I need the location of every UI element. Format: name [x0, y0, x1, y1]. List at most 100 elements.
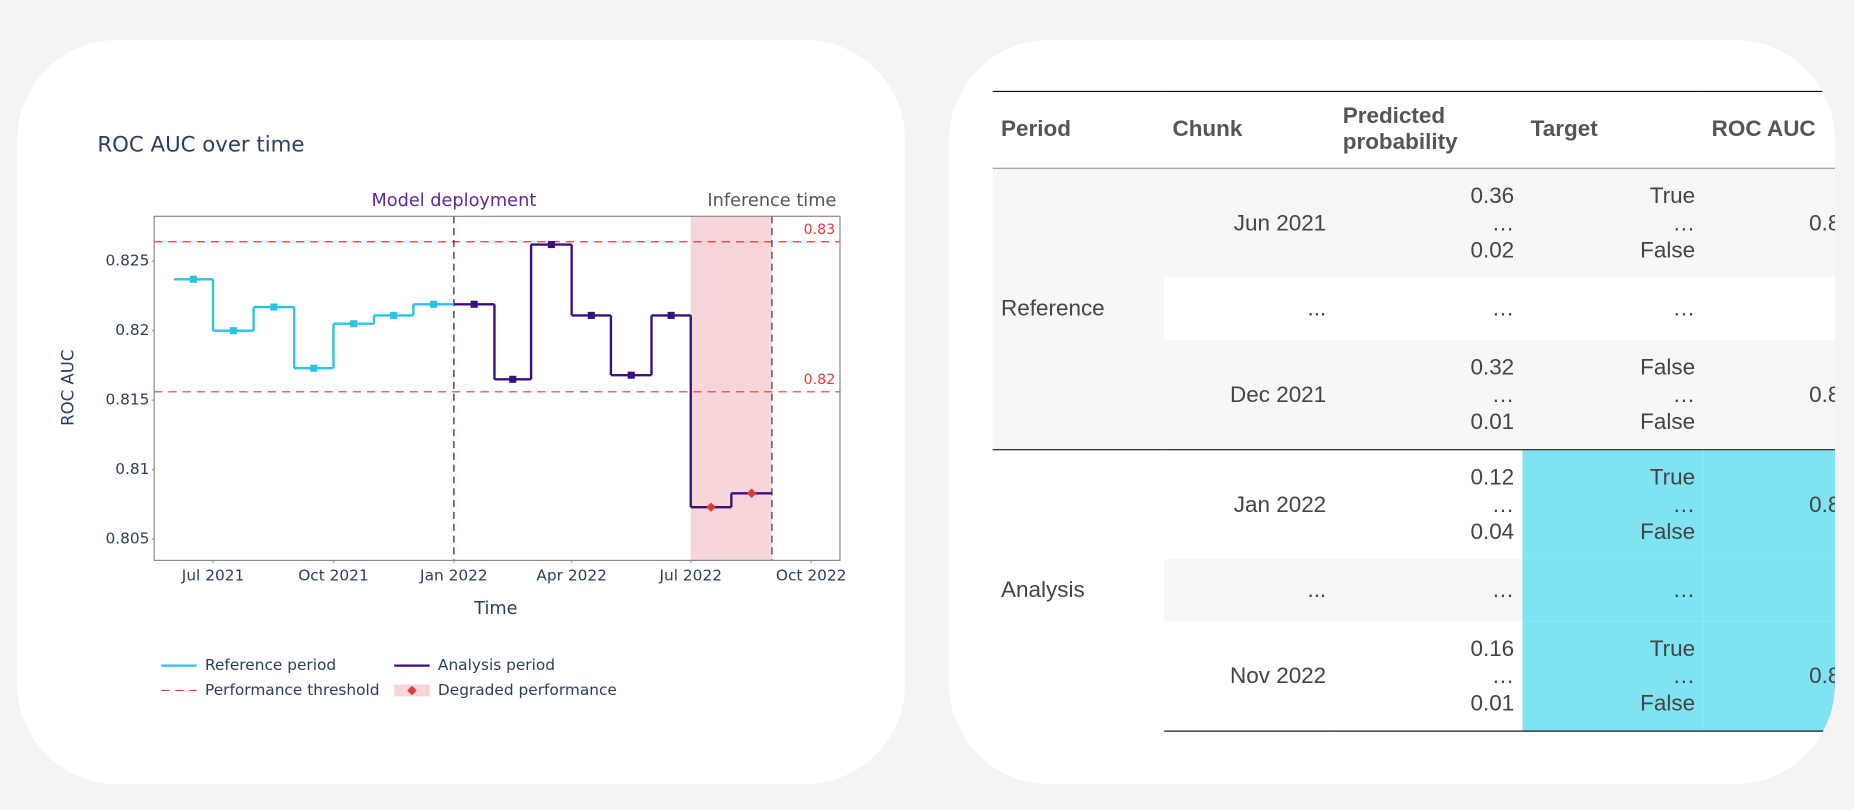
marker — [229, 327, 237, 335]
target-cell-line: False — [1640, 519, 1696, 545]
x-tick-label: Apr 2022 — [536, 566, 607, 584]
y-tick-label: 0.805 — [105, 530, 149, 548]
probability-cell: … — [1334, 559, 1523, 622]
table: Period Chunk Predicted probability Target RO… — [992, 90, 1835, 732]
target-cell: True… False — [1522, 168, 1704, 278]
marker — [470, 300, 478, 308]
target-cell-line: True — [1649, 465, 1696, 490]
y-axis-title: ROC AUC — [59, 350, 78, 426]
roc-auc-cell: 0.821 — [1703, 340, 1835, 450]
column-header: Target — [1522, 90, 1704, 169]
target-cell-line: False — [1640, 690, 1696, 716]
y-tick-label: 0.815 — [105, 391, 149, 409]
probability-cell-line: … — [1491, 577, 1515, 603]
probability-cell: 0.12… 0.04 — [1334, 449, 1523, 560]
marker — [667, 311, 675, 319]
x-tick-label: Jan 2022 — [419, 566, 488, 584]
threshold-label: 0.82 — [804, 372, 836, 388]
target-cell-line: False — [1640, 238, 1696, 263]
period-cell: Reference — [992, 168, 1165, 450]
annotation-label: Model deployment — [371, 191, 536, 211]
probability-cell-line: … — [1491, 382, 1515, 408]
chunk-cell: Dec 2021 — [1164, 340, 1335, 450]
x-tick-label: Jul 2022 — [659, 566, 723, 584]
legend-label: Analysis period — [438, 656, 555, 674]
probability-cell-line: 0.01 — [1470, 409, 1515, 435]
roc-auc-cell: 0.824 — [1703, 168, 1835, 278]
roc-auc-cell: … — [1703, 559, 1835, 622]
y-tick-label: 0.81 — [115, 460, 149, 478]
target-cell-line: … — [1672, 382, 1696, 408]
target-cell: True… False — [1522, 621, 1704, 732]
probability-cell-line: … — [1491, 296, 1515, 322]
chunk-cell: Jan 2022 — [1164, 449, 1335, 560]
probability-cell-line: … — [1491, 210, 1515, 236]
chunk-cell: ... — [1307, 296, 1327, 322]
table-row: ...……… — [993, 559, 1835, 622]
target-cell: … — [1522, 559, 1704, 622]
chart-title: ROC AUC over time — [97, 132, 304, 157]
column-header: Chunk — [1164, 90, 1335, 169]
chunk-cell: Nov 2022 — [1164, 621, 1335, 732]
legend-label: Performance threshold — [205, 681, 380, 699]
column-header: Predicted probability — [1334, 90, 1523, 169]
chunk-cell: Jun 2021 — [1164, 168, 1335, 278]
probability-cell-line: 0.04 — [1470, 519, 1515, 545]
probability-cell-line: … — [1491, 492, 1515, 518]
probability-cell-line: 0.12 — [1470, 465, 1515, 490]
marker — [587, 311, 595, 319]
legend-label: Degraded performance — [438, 681, 617, 699]
probability-cell-line: 0.32 — [1470, 355, 1515, 380]
probability-cell-line: 0.36 — [1470, 183, 1515, 209]
plot-frame — [153, 215, 841, 561]
target-cell-line: False — [1640, 355, 1696, 380]
target-cell-line: … — [1672, 492, 1696, 518]
probability-cell: 0.32… 0.01 — [1334, 340, 1523, 450]
target-cell: False… False — [1522, 340, 1704, 450]
table-row: ... … … … — [993, 278, 1835, 341]
probability-cell-line: 0.16 — [1470, 636, 1515, 662]
target-cell-line: True — [1649, 636, 1696, 662]
target-cell-line: False — [1640, 409, 1696, 435]
marker — [310, 364, 318, 372]
legend-swatch — [407, 685, 417, 696]
column-header: ROC AUC — [1703, 90, 1835, 169]
roc-auc-cell: 0.821 — [1703, 449, 1835, 560]
target-cell-line: … — [1672, 210, 1696, 236]
target-cell-line: … — [1672, 663, 1696, 689]
marker — [189, 275, 197, 283]
table-wrap: Period Chunk Predicted probability Target RO… — [949, 40, 1835, 784]
probability-cell: 0.36… 0.02 — [1334, 168, 1523, 278]
target-cell-line: … — [1672, 577, 1696, 603]
probability-cell-line: 0.02 — [1470, 238, 1515, 263]
y-tick-label: 0.82 — [115, 321, 149, 339]
table-card: Period Chunk Predicted probability Target RO… — [949, 40, 1835, 784]
target-cell: True… False — [1522, 449, 1704, 560]
threshold-label: 0.83 — [804, 222, 836, 238]
roc-auc-cell: … — [1703, 278, 1835, 341]
target-cell: … — [1522, 278, 1703, 341]
marker — [430, 300, 438, 308]
roc-auc-cell: 0.807 — [1703, 621, 1835, 732]
probability-cell: … — [1334, 278, 1522, 341]
annotation-label: Inference time — [707, 191, 836, 211]
degraded-region — [690, 216, 772, 561]
target-cell-line: … — [1672, 296, 1696, 322]
marker — [390, 311, 398, 319]
legend-label: Reference period — [205, 656, 336, 674]
marker — [627, 371, 635, 379]
probability-cell-line: … — [1491, 663, 1515, 689]
marker — [509, 375, 517, 383]
marker — [270, 303, 278, 311]
chart: ROC AUC over time Time ROC AUC 0.805 0.81… — [59, 132, 847, 699]
column-header: Period — [992, 90, 1165, 169]
chart-card: ROC AUC over time Time ROC AUC 0.805 0.81… — [17, 40, 905, 784]
x-tick-label: Oct 2021 — [298, 566, 369, 584]
x-tick-label: Oct 2022 — [776, 566, 847, 584]
degraded-marker — [706, 502, 716, 512]
x-tick-label: Jul 2021 — [181, 566, 245, 584]
